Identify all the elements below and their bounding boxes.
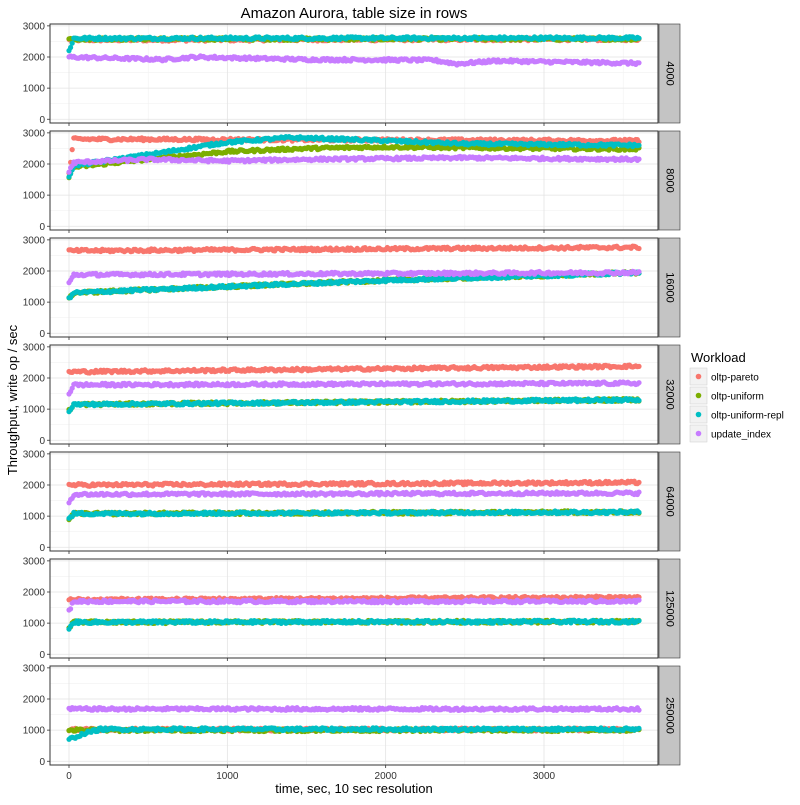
y-tick-label: 1000 — [23, 84, 46, 95]
facet-strip-label: 16000 — [664, 272, 676, 303]
data-point — [70, 147, 75, 152]
y-tick-label: 0 — [39, 115, 45, 126]
y-tick-label: 0 — [39, 222, 45, 233]
data-point — [636, 157, 641, 162]
facet-strip-label: 8000 — [664, 168, 676, 192]
facet-strip-label: 4000 — [664, 61, 676, 85]
panels: 0100020003000400001000200030008000010002… — [23, 21, 680, 782]
y-tick-label: 2000 — [23, 160, 46, 171]
chart-title: Amazon Aurora, table size in rows — [241, 5, 468, 22]
y-tick-label: 1000 — [23, 191, 46, 202]
y-tick-label: 3000 — [23, 21, 46, 32]
panel-background — [50, 345, 658, 444]
y-tick-label: 1000 — [23, 298, 46, 309]
facet-panel: 0 1000 2000 3000 4000 — [23, 21, 680, 126]
data-point — [636, 246, 641, 251]
data-point — [636, 364, 641, 369]
data-point — [636, 143, 641, 148]
y-tick-label: 2000 — [23, 267, 46, 278]
data-point — [636, 36, 641, 41]
facet-panel: 0 1000 2000 3000 8000 — [23, 128, 680, 233]
data-point — [70, 41, 75, 46]
y-tick-label: 3000 — [23, 235, 46, 246]
y-tick-label: 0 — [39, 329, 45, 340]
facet-panel: 0 1000 2000 3000 16000 — [23, 235, 680, 340]
data-point — [636, 269, 641, 274]
y-tick-label: 3000 — [23, 128, 46, 139]
data-point — [636, 60, 641, 65]
y-tick-label: 2000 — [23, 53, 46, 64]
